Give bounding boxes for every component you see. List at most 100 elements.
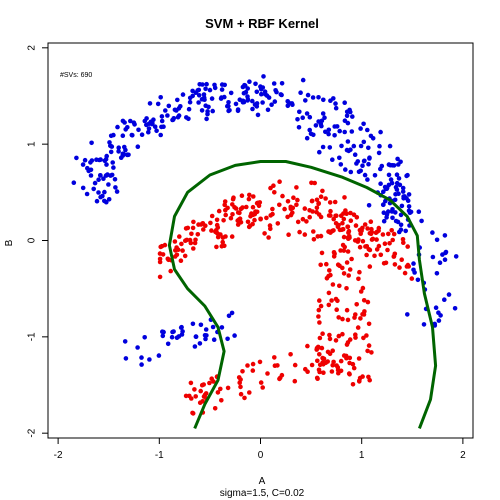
data-point [383,198,388,204]
data-point [324,276,330,281]
data-point [355,159,361,164]
data-point [142,118,148,124]
data-point [279,81,285,86]
data-point [342,100,348,105]
axes: -2 -1 0 1 2 -2 -1 0 1 2 [27,45,466,461]
data-point [111,165,116,170]
data-point [183,238,188,243]
data-point [222,94,227,100]
data-point [156,353,162,358]
data-point [318,194,324,199]
data-point [314,209,319,215]
data-point [292,378,298,384]
data-point [319,250,325,256]
data-point [193,90,199,95]
data-point [184,115,189,120]
data-point [304,135,310,141]
data-point [225,385,231,391]
data-point [252,211,258,217]
data-point [159,114,165,119]
data-point [178,325,184,330]
data-point [155,101,161,107]
data-point [442,257,448,263]
data-point [434,271,440,276]
data-point [182,253,188,259]
data-point [80,185,86,191]
data-point [348,147,353,152]
data-point [210,108,215,114]
data-point [313,123,319,128]
data-point [402,194,407,199]
data-point [362,172,368,178]
data-point [258,380,264,385]
data-point [297,229,302,235]
data-point [360,374,365,379]
data-point [393,210,398,215]
data-point [394,187,400,192]
data-point [260,100,265,105]
data-point [331,359,336,365]
data-point [374,237,379,242]
data-point [317,369,322,375]
data-point [237,97,243,102]
data-point [354,215,360,220]
data-point [200,82,205,87]
data-point [226,313,232,319]
data-point [378,129,383,135]
data-point [318,233,324,239]
data-point [285,103,291,109]
data-point [348,210,353,216]
data-point [345,139,351,144]
data-point [367,231,373,236]
y-tick-label: -2 [27,428,38,437]
data-point [327,200,333,205]
data-point [398,222,404,228]
data-point [337,128,343,134]
data-point [347,267,353,272]
data-point [71,180,77,185]
data-point [305,369,310,375]
data-point [340,331,345,337]
data-point [397,265,402,270]
data-point [345,249,351,254]
data-point [106,197,112,202]
data-point [344,109,350,115]
data-point [350,382,356,387]
data-point [356,356,362,361]
data-point [362,158,367,164]
data-point [285,214,290,220]
data-point [180,248,185,253]
data-point [190,411,196,416]
data-point [131,120,137,125]
data-point [216,208,222,214]
data-point [238,391,244,397]
data-point [88,160,93,165]
data-point [271,183,276,188]
data-point [335,367,341,373]
data-point [161,124,166,129]
data-point [389,228,395,233]
data-point [250,368,256,373]
data-point [317,298,322,303]
data-point [273,88,278,93]
data-point [388,177,394,182]
data-point [344,286,349,291]
x-tick-label: 0 [258,450,264,461]
decision-boundary [167,160,438,429]
data-point [96,190,101,195]
data-point [346,228,352,234]
data-point [311,229,316,234]
data-point [228,90,234,96]
data-point [265,107,271,113]
data-point [147,101,153,106]
data-point [190,321,196,327]
data-point [175,114,181,120]
data-point [261,74,266,79]
data-point [341,271,347,276]
data-point [350,361,356,367]
data-point [247,79,252,84]
y-tick-label: 0 [27,237,38,243]
data-point [122,339,128,344]
data-point [247,192,252,198]
data-point [199,108,205,113]
